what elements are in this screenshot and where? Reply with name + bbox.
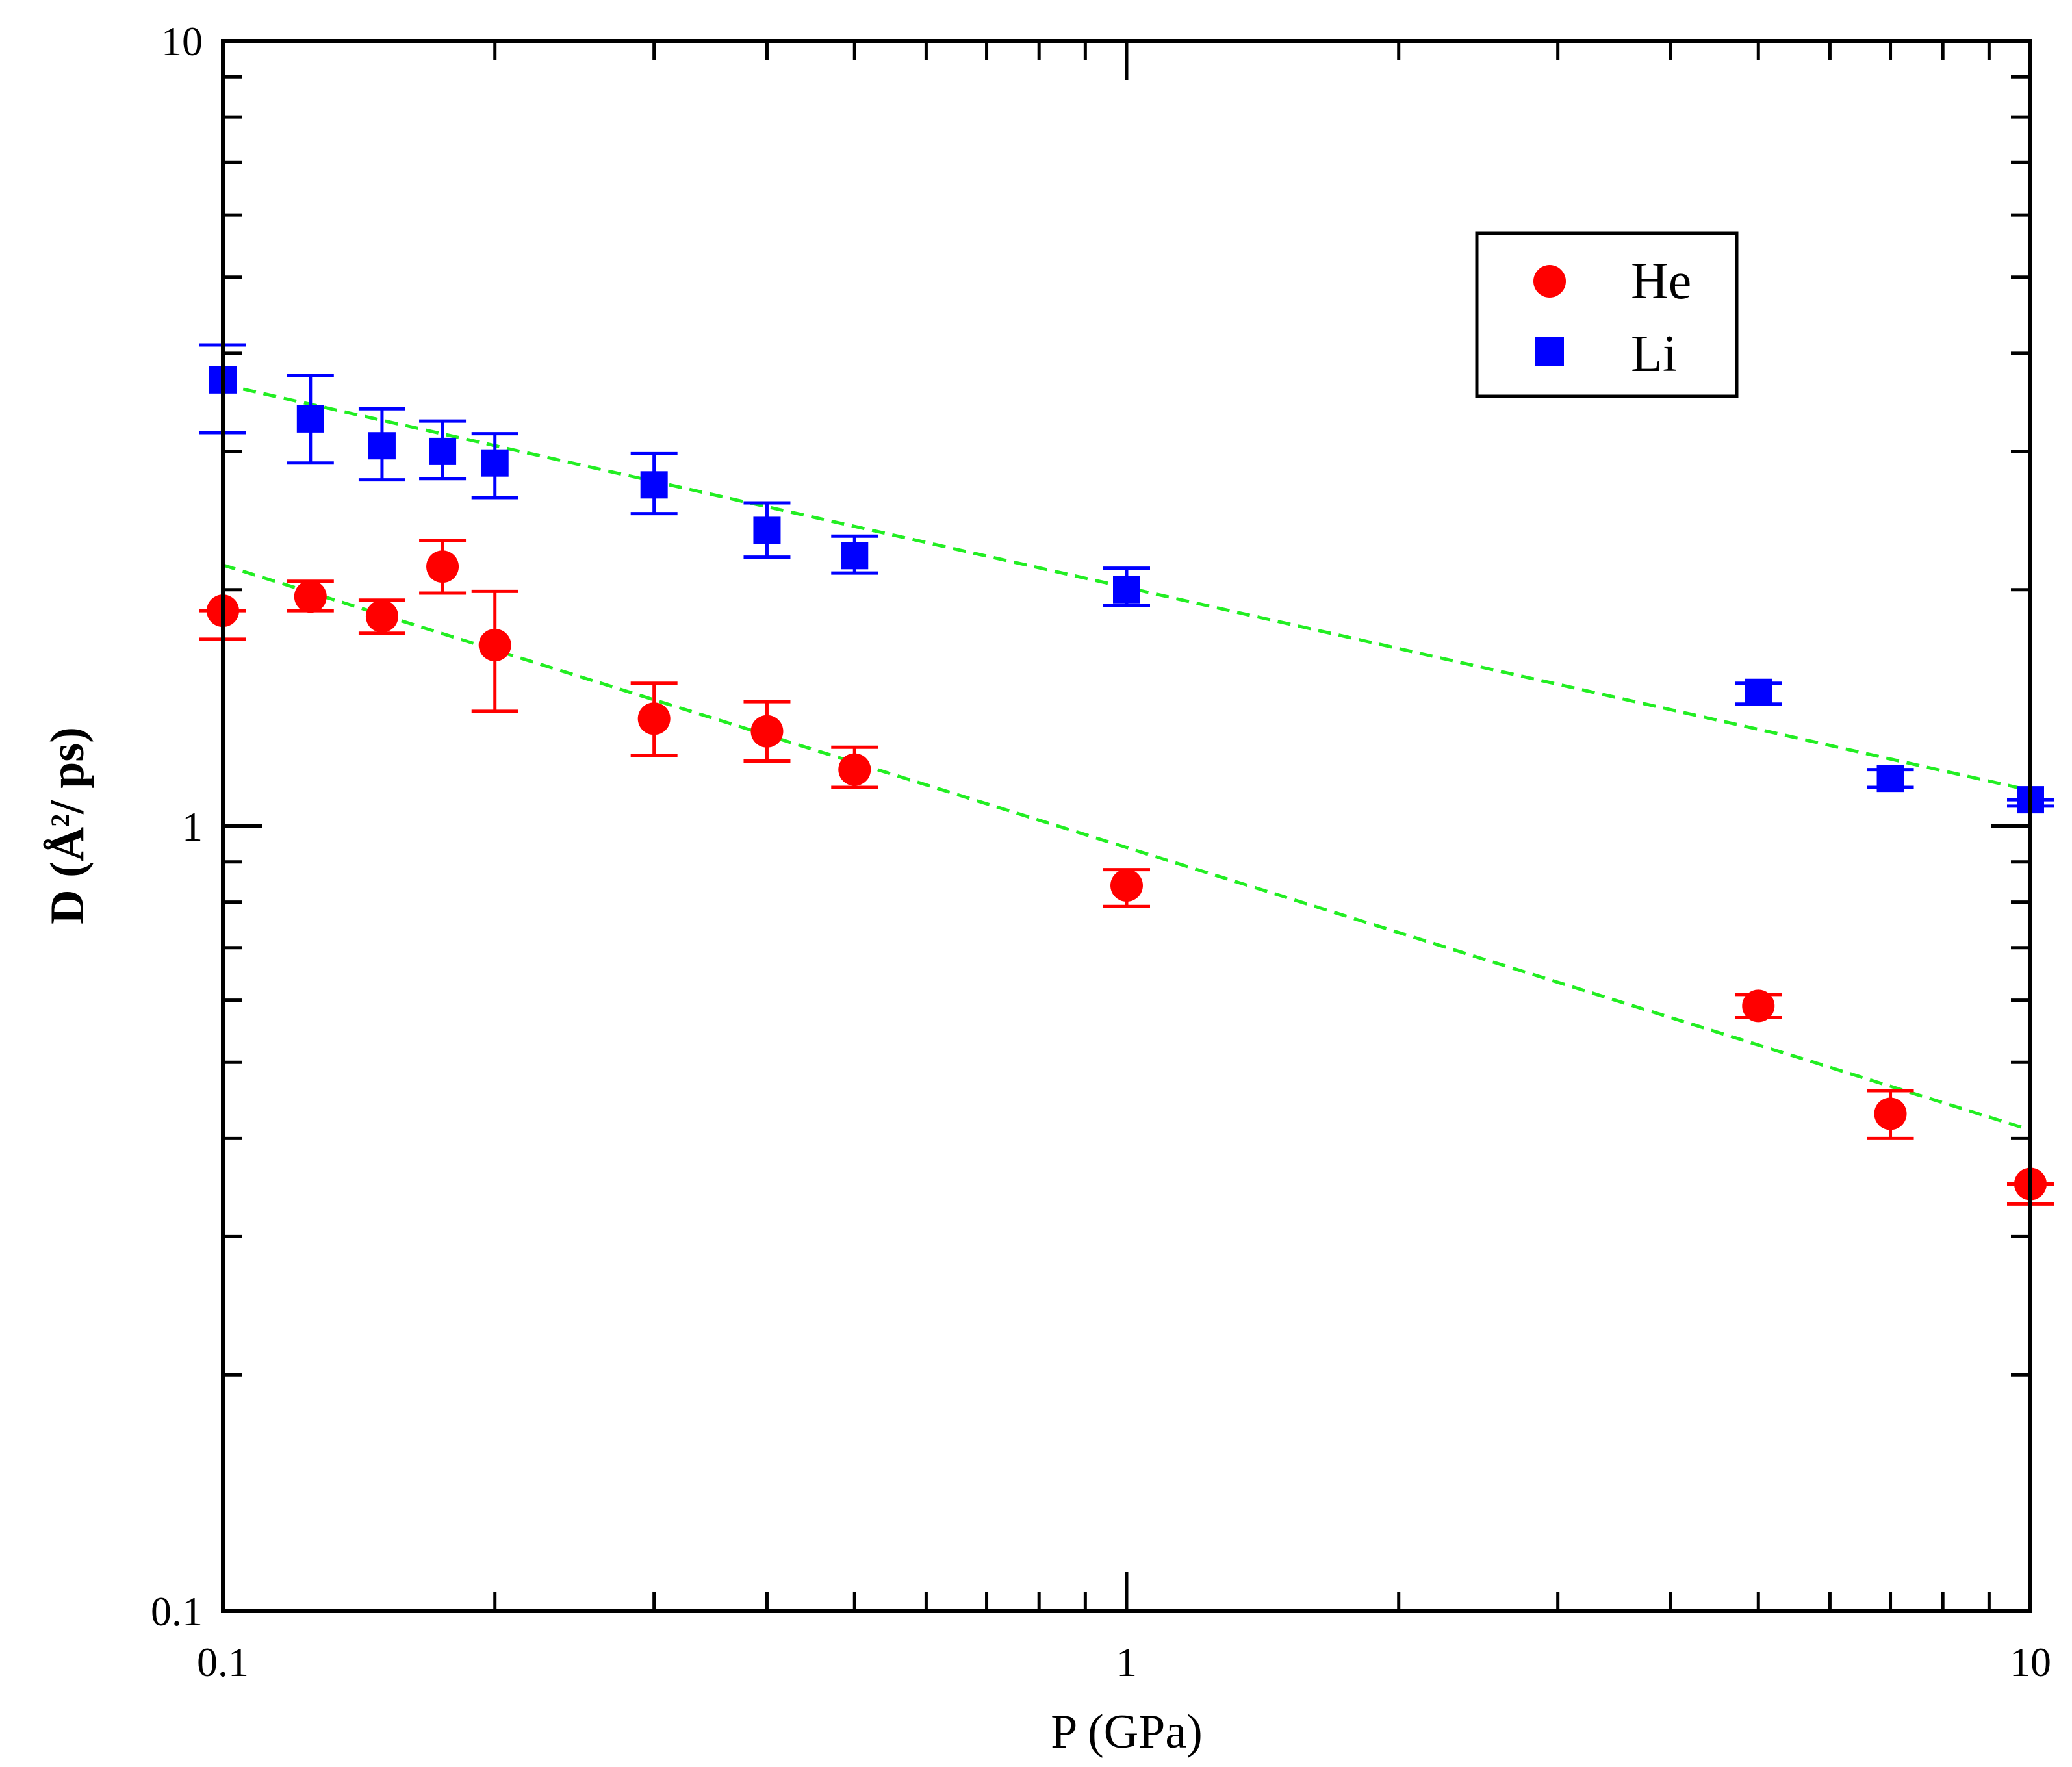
- he-data-point: [1742, 989, 1775, 1023]
- x-tick-label-10: 10: [2010, 1639, 2051, 1685]
- y-tick-label-10: 10: [161, 18, 203, 64]
- li-data-point: [1113, 576, 1140, 604]
- he-data-point: [750, 715, 784, 748]
- he-data-point: [1874, 1097, 1907, 1130]
- legend: He Li: [1475, 231, 1739, 398]
- li-data-point: [841, 542, 869, 570]
- x-tick-label-1: 1: [1116, 1639, 1137, 1685]
- he-data-point: [478, 629, 511, 662]
- he-data-point: [426, 550, 459, 583]
- li-data-point: [481, 449, 509, 477]
- he-data-point: [294, 580, 327, 613]
- li-data-point: [640, 471, 668, 499]
- y-tick-label-0.1: 0.1: [151, 1588, 203, 1634]
- data-markers: [207, 366, 2047, 1201]
- major-ticks: [221, 39, 2032, 1613]
- legend-li-label: Li: [1631, 325, 1677, 383]
- he-data-point: [365, 600, 398, 633]
- legend-li-marker: [1535, 337, 1564, 366]
- error-bars: [199, 343, 2054, 1206]
- y-axis-title-prefix: D (: [41, 861, 94, 924]
- li-data-point: [1745, 678, 1772, 706]
- minor-ticks: [223, 41, 2030, 1611]
- y-axis-title-unit: Å: [41, 827, 94, 861]
- legend-box: [1475, 231, 1739, 398]
- he-data-point: [637, 702, 671, 735]
- li-data-point: [1876, 765, 1904, 793]
- he-data-point: [838, 753, 871, 786]
- x-axis-title: P (GPa): [1051, 1705, 1203, 1759]
- x-tick-label-0.1: 0.1: [197, 1639, 249, 1685]
- plot-frame: [221, 39, 2032, 1613]
- he-fit-line: [222, 563, 2031, 1132]
- legend-he-marker: [1533, 265, 1566, 298]
- legend-he-label: He: [1631, 253, 1691, 310]
- y-axis-title-exponent: 2: [45, 814, 75, 827]
- y-tick-label-1: 1: [182, 804, 203, 850]
- li-data-point: [296, 405, 324, 433]
- he-data-point: [1110, 869, 1143, 902]
- li-data-point: [429, 437, 457, 465]
- y-axis-title-suffix: / ps): [41, 727, 94, 815]
- li-data-point: [368, 432, 396, 460]
- y-axis-title: D (Å2/ ps): [41, 727, 94, 924]
- li-data-point: [753, 516, 781, 544]
